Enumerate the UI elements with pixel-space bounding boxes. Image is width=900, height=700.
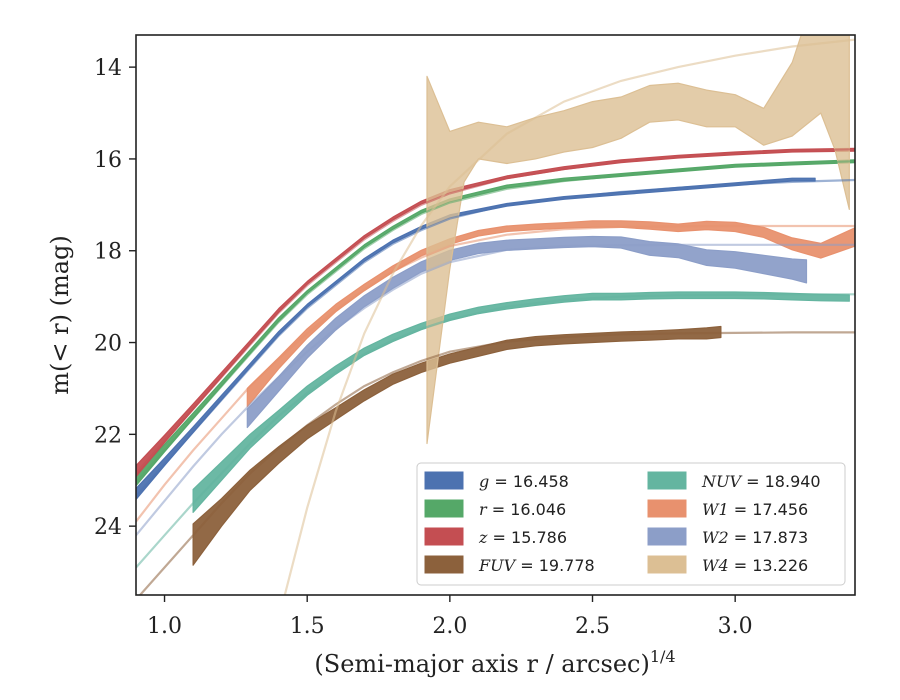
- y-tick-label: 20: [94, 332, 122, 357]
- legend-label-w4: W4 = 13.226: [702, 556, 808, 575]
- legend-swatch-nuv: [647, 471, 687, 490]
- model-line-r: [136, 160, 855, 484]
- x-tick-label: 3.0: [718, 614, 753, 639]
- legend-label-r: r = 16.046: [479, 500, 566, 519]
- legend: g = 16.458 r = 16.046 z = 15.786 FUV = 19.7…: [416, 462, 846, 586]
- model-line-w2: [136, 243, 855, 537]
- x-axis-title: (Semi-major axis r / arcsec)1/4: [314, 647, 675, 678]
- plot-frame: [135, 34, 856, 596]
- model-line-fuv: [138, 331, 855, 595]
- legend-swatch-w2: [647, 527, 687, 546]
- y-axis: 14 16 18 20 22 24: [94, 56, 136, 540]
- y-tick-label: 18: [94, 240, 122, 265]
- legend-swatch-w1: [647, 499, 687, 518]
- legend-label-w1: W1 = 17.456: [702, 500, 808, 519]
- model-line-z: [136, 148, 855, 475]
- x-tick-label: 1.5: [290, 614, 325, 639]
- legend-swatch-r: [424, 499, 464, 518]
- model-line-nuv: [136, 293, 855, 569]
- legend-swatch-w4: [647, 555, 687, 574]
- legend-label-nuv: NUV = 18.940: [701, 472, 821, 491]
- x-tick-label: 2.0: [432, 614, 467, 639]
- y-tick-label: 22: [94, 423, 122, 448]
- model-curves-layer: [136, 38, 855, 595]
- legend-label-fuv: FUV = 19.778: [478, 556, 595, 575]
- x-tick-label: 2.5: [575, 614, 610, 639]
- legend-swatch-z: [424, 527, 464, 546]
- band-w4: [426, 35, 850, 445]
- x-axis: 1.0 1.5 2.0 2.5 3.0: [147, 595, 753, 639]
- y-tick-label: 24: [94, 515, 122, 540]
- model-line-g: [136, 178, 855, 498]
- band-nuv: [192, 291, 850, 514]
- legend-frame: [416, 462, 846, 586]
- x-tick-label: 1.0: [147, 614, 182, 639]
- legend-swatch-g: [424, 471, 464, 490]
- y-tick-label: 16: [94, 148, 122, 173]
- y-tick-label: 14: [94, 56, 122, 81]
- model-line-w4: [283, 38, 855, 595]
- model-line-w1: [136, 224, 855, 523]
- band-fuv: [192, 325, 722, 566]
- legend-swatch-fuv: [424, 555, 464, 574]
- legend-label-w2: W2 = 17.873: [702, 528, 808, 547]
- legend-label-g: g = 16.458: [479, 472, 569, 491]
- legend-label-z: z = 15.786: [478, 528, 567, 547]
- y-axis-title: m(< r) (mag): [46, 235, 74, 394]
